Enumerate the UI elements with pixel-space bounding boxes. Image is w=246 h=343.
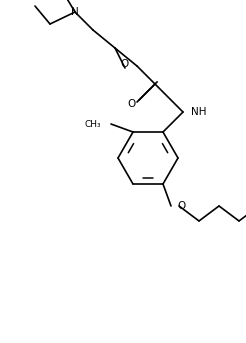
Text: O: O — [127, 99, 135, 109]
Text: CH₃: CH₃ — [84, 119, 101, 129]
Text: O: O — [177, 201, 185, 211]
Text: O: O — [121, 59, 129, 69]
Text: NH: NH — [191, 107, 206, 117]
Text: N: N — [71, 7, 79, 17]
